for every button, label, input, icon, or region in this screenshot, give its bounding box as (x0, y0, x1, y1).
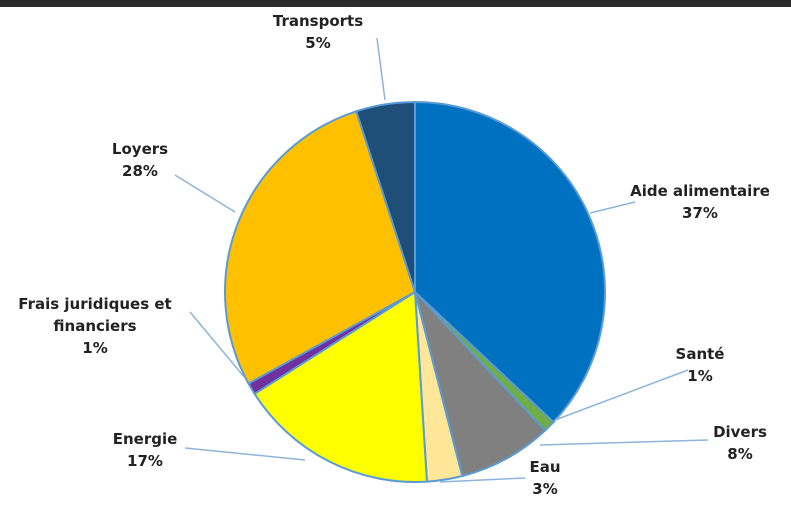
value-label: 1% (687, 367, 713, 385)
top-strip (0, 0, 791, 7)
category-name: Frais juridiques et financiers (18, 295, 172, 335)
slice-label: Divers 8% (713, 421, 767, 465)
leader-line (189, 311, 246, 379)
slice-label: Aide alimentaire 37% (630, 180, 770, 224)
category-name: Eau (529, 458, 561, 476)
category-name: Aide alimentaire (630, 182, 770, 200)
value-label: 37% (682, 204, 718, 222)
leader-line (376, 37, 386, 101)
category-name: Energie (112, 430, 178, 448)
leader-line (554, 369, 689, 421)
value-label: 8% (727, 445, 753, 463)
pie-slice (253, 290, 428, 483)
slice-label: Transports 5% (273, 10, 363, 54)
slice-label: Eau 3% (529, 456, 560, 500)
category-name: Transports (272, 12, 364, 30)
slice-label: Frais juridiques et financiers 1% (0, 293, 190, 359)
slice-label: Santé 1% (676, 343, 725, 387)
leader-line (184, 447, 306, 461)
value-label: 28% (122, 162, 158, 180)
leader-line (439, 477, 526, 483)
pie-slice (414, 100, 606, 424)
leader-line (174, 174, 236, 213)
category-name: Loyers (111, 140, 169, 158)
pie-slice (355, 100, 416, 293)
pie-slice (414, 291, 547, 478)
slice-label: Loyers 28% (112, 138, 168, 182)
leader-line (589, 201, 636, 214)
slice-label: Energie 17% (113, 428, 178, 472)
pie-slice (224, 110, 417, 385)
value-label: 17% (127, 452, 163, 470)
value-label: 3% (532, 480, 558, 498)
value-label: 1% (82, 339, 108, 357)
category-name: Divers (713, 423, 767, 441)
value-label: 5% (305, 34, 331, 52)
leader-line (539, 439, 709, 446)
category-name: Santé (675, 345, 725, 363)
